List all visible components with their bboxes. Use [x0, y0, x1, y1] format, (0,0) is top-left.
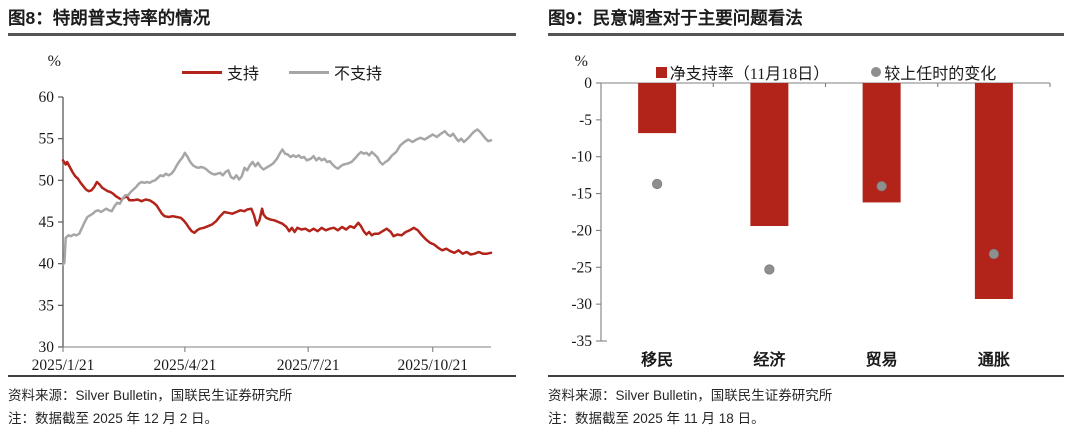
net-approval-bar-chart: 0 -5 -10 -15 -20 -25 -30 -35% 移民 经济 贸易 通胀 — [571, 53, 1051, 369]
figure-8-source: 资料来源：Silver Bulletin，国联民生证券研究所 — [8, 388, 293, 403]
legend-item-change: 较上任时的变化 — [871, 60, 996, 84]
figure-9-panel: 图9：民意调查对于主要问题看法 净支持率（11月18日） 较上任时的变化 0 -5… — [548, 8, 1064, 445]
figure-8-footer: 资料来源：Silver Bulletin，国联民生证券研究所 注：数据截至 20… — [8, 375, 516, 430]
y-tick-label: 35 — [39, 297, 55, 314]
category-label: 通胀 — [978, 351, 1010, 369]
figure-9-footer: 资料来源：Silver Bulletin，国联民生证券研究所 注：数据截至 20… — [548, 375, 1064, 430]
y-tick-label: -5 — [579, 112, 592, 129]
approval-line-chart: 30 35 40 45 50 55 60 2025/1/21 2025/4/21 2025/7/2… — [32, 53, 493, 374]
legend-item-net-approval: 净支持率（11月18日） — [655, 60, 830, 84]
y-tick-label: 60 — [39, 89, 55, 106]
net-approval-bar-通胀 — [974, 83, 1013, 299]
change-dot-贸易 — [876, 181, 887, 192]
y-tick-label: 55 — [39, 131, 55, 148]
x-tick-label: 2025/10/21 — [397, 357, 468, 374]
y-tick-label: 50 — [39, 172, 55, 189]
change-circle-swatch — [871, 67, 882, 77]
y-tick-label: 0 — [584, 75, 592, 92]
legend-label-disapprove: 不支持 — [334, 66, 383, 83]
figure-9-legend: 净支持率（11月18日） 较上任时的变化 — [588, 60, 1064, 84]
legend-item-approve: 支持 — [181, 60, 259, 84]
legend-label-net-approval: 净支持率（11月18日） — [669, 66, 830, 83]
net-approval-square-swatch — [655, 66, 667, 78]
disapprove-line-swatch — [289, 70, 329, 74]
category-label: 经济 — [753, 350, 786, 369]
change-dot-移民 — [652, 178, 663, 190]
y-tick-label: 45 — [39, 214, 55, 231]
figure-8-note: 注：数据截至 2025 年 12 月 2 日。 — [8, 411, 219, 426]
figure-9-note: 注：数据截至 2025 年 11 月 18 日。 — [548, 411, 765, 426]
x-tick-label: 2025/1/21 — [32, 357, 95, 374]
approve-line-swatch — [181, 70, 222, 74]
y-tick-label: -25 — [571, 259, 592, 276]
y-tick-label: -30 — [571, 296, 592, 313]
y-axis-unit-label: % — [575, 53, 588, 70]
x-tick-label: 2025/7/21 — [277, 357, 340, 374]
figure-9-title: 图9：民意调查对于主要问题看法 — [548, 8, 1064, 36]
change-dot-经济 — [764, 264, 775, 275]
figure-9-source: 资料来源：Silver Bulletin，国联民生证券研究所 — [548, 388, 833, 403]
figure-8-title: 图8：特朗普支持率的情况 — [8, 8, 516, 36]
approval-line — [61, 159, 493, 256]
y-tick-label: -10 — [571, 149, 592, 166]
y-tick-label: -35 — [571, 333, 592, 350]
y-tick-label: 40 — [39, 256, 55, 273]
net-approval-bar-经济 — [750, 83, 789, 227]
figure-8-panel: 图8：特朗普支持率的情况 支持 不支持 30 35 40 45 50 55 60 2025/1… — [8, 8, 516, 445]
y-tick-label: -20 — [571, 222, 592, 239]
legend-label-approve: 支持 — [226, 66, 259, 83]
change-dot-通胀 — [988, 248, 999, 260]
figure-8-legend: 支持 不支持 — [48, 60, 516, 84]
y-axis-unit-label: % — [48, 53, 61, 70]
x-tick-label: 2025/4/21 — [153, 357, 216, 374]
legend-label-change: 较上任时的变化 — [884, 66, 997, 83]
category-label: 贸易 — [866, 350, 898, 369]
y-tick-label: 30 — [39, 339, 55, 356]
disapproval-line — [61, 128, 493, 266]
y-tick-label: -15 — [571, 186, 592, 203]
legend-item-disapprove: 不支持 — [289, 60, 382, 84]
category-label: 移民 — [641, 350, 673, 369]
net-approval-bar-移民 — [638, 83, 677, 134]
